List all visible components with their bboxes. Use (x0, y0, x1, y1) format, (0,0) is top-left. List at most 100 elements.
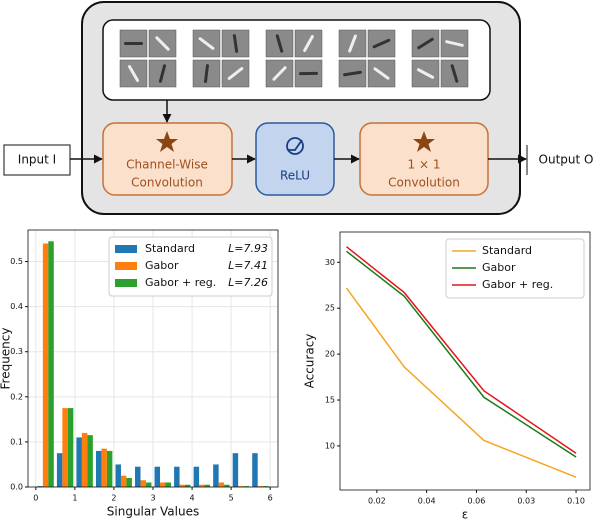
output-label: Output O (539, 153, 594, 167)
legend-label: Standard (482, 244, 532, 257)
legend-note: L=7.41 (228, 259, 268, 272)
block-label: 1 × 1 (408, 158, 441, 172)
legend-label: Gabor (482, 261, 516, 274)
filter-stripe (303, 35, 314, 52)
input-label: Input I (18, 153, 56, 167)
y-tick-label: 0.1 (10, 437, 23, 446)
legend-label: Gabor + reg. (145, 276, 216, 289)
x-tick-label: 6 (268, 494, 273, 503)
bar (67, 408, 74, 487)
legend-swatch (115, 245, 137, 253)
filter-stripe (275, 34, 284, 53)
bar (95, 450, 102, 487)
bar (81, 432, 88, 487)
bar (115, 464, 121, 487)
bar (252, 453, 258, 487)
bar (238, 486, 244, 487)
diagram: Channel-Wise Convolution ReLU 1 × 1 Conv… (3, 1, 594, 215)
bar (174, 466, 180, 487)
bar (224, 484, 230, 487)
bar (126, 477, 132, 487)
filter-stripe (204, 64, 209, 83)
bar (179, 484, 186, 487)
bar (87, 435, 93, 487)
bar (106, 450, 113, 487)
legend-swatch (115, 262, 137, 270)
filter-stripe (417, 37, 434, 50)
y-tick-label: 10 (325, 441, 335, 450)
legend-box (108, 236, 273, 297)
plot-frame (27, 229, 279, 488)
bar (145, 482, 152, 487)
filter-stripe (155, 36, 170, 51)
bar (135, 466, 141, 487)
x-tick-label: 0.06 (468, 497, 486, 506)
bar (193, 466, 200, 487)
y-tick-label: 0.3 (10, 347, 23, 356)
bar (120, 475, 127, 487)
legend-note: L=7.26 (228, 276, 268, 289)
legend-note: L=7.93 (228, 242, 268, 255)
x-axis-label: ε (462, 508, 469, 520)
arrows (70, 100, 527, 164)
x-tick-label: 0.04 (418, 497, 436, 506)
bar (48, 241, 54, 487)
legend-swatch (115, 279, 137, 287)
line (345, 287, 577, 478)
bar (232, 453, 239, 487)
y-axis-label: Frequency (0, 328, 13, 390)
filter-stripe (272, 66, 287, 81)
bar (199, 484, 205, 487)
filter-stripe (198, 37, 215, 50)
y-tick-label: 0.0 (10, 483, 23, 492)
x-tick-label: 0.03 (517, 497, 535, 506)
legend-label: Standard (145, 242, 195, 255)
y-tick-label: 0.4 (10, 302, 23, 311)
bar (185, 484, 191, 487)
y-tick-label: 0.2 (10, 392, 23, 401)
bar (62, 408, 68, 487)
filter-stripe (158, 64, 167, 83)
line (346, 246, 577, 454)
bar (140, 480, 146, 487)
bar (204, 484, 211, 487)
relu-icon (288, 139, 303, 151)
bar (42, 243, 49, 487)
y-tick-label: 15 (325, 396, 335, 405)
filter-stripe (128, 65, 139, 82)
x-tick-label: 4 (190, 494, 195, 503)
y-axis-label: Accuracy (303, 334, 317, 389)
bar (218, 482, 225, 487)
filter-stripe (373, 67, 390, 80)
bar (257, 486, 264, 487)
block (255, 122, 335, 196)
filters (119, 29, 469, 88)
y-tick-label: 20 (325, 350, 335, 359)
block-label: Convolution (131, 176, 203, 190)
x-tick-label: 0 (33, 494, 38, 503)
bar (37, 486, 43, 487)
filter-stripe (348, 34, 357, 53)
x-tick-label: 5 (229, 494, 234, 503)
bar (154, 466, 161, 487)
legend-label: Gabor + reg. (482, 278, 553, 291)
bar (101, 448, 107, 487)
star-icon (156, 131, 178, 152)
legend-box (445, 238, 585, 299)
block-label: Convolution (388, 176, 460, 190)
bar (160, 482, 166, 487)
filter-stripe (343, 70, 362, 77)
bar (56, 453, 63, 487)
filter-stripe (372, 38, 391, 49)
y-tick-label: 25 (325, 304, 335, 313)
star-icon (413, 131, 435, 152)
relu-icon (286, 137, 304, 155)
x-axis-label: Singular Values (107, 505, 199, 519)
bar (165, 482, 171, 487)
plot-frame (339, 231, 591, 491)
x-tick-label: 0.02 (368, 497, 386, 506)
block-label: Channel-Wise (126, 158, 208, 172)
filter-stripe (416, 68, 435, 79)
filter-thumb (221, 29, 250, 58)
